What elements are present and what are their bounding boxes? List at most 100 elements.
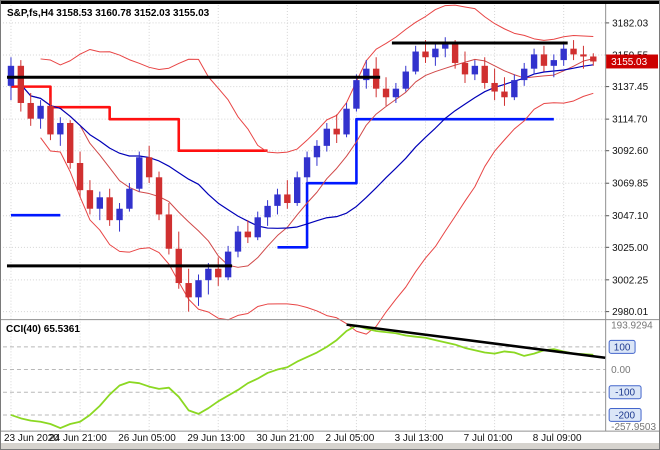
candle <box>382 77 390 106</box>
candle <box>323 122 330 152</box>
candle <box>481 57 488 89</box>
price-scale-layer: 3182.033159.553137.453114.703092.603069.… <box>605 18 659 318</box>
separators <box>1 3 659 432</box>
candle <box>264 200 271 226</box>
candle <box>333 114 340 143</box>
candle <box>195 274 202 306</box>
svg-text:3137.45: 3137.45 <box>612 82 648 93</box>
cci-level-chip: -100 <box>608 385 642 400</box>
grid-layer <box>2 4 606 431</box>
svg-text:3114.70: 3114.70 <box>612 115 648 126</box>
svg-text:7 Jul 01:00: 7 Jul 01:00 <box>464 433 513 444</box>
candle <box>165 203 173 255</box>
svg-text:23 Jun 2020: 23 Jun 2020 <box>4 433 59 444</box>
candle <box>294 171 301 206</box>
candle <box>215 257 222 286</box>
svg-text:3002.25: 3002.25 <box>612 275 648 286</box>
candle <box>550 54 558 78</box>
svg-text:-200: -200 <box>615 410 635 421</box>
current-price-badge: 3155.03 <box>606 54 659 69</box>
candle <box>205 263 212 295</box>
candle <box>106 188 113 226</box>
candle <box>136 151 143 192</box>
candle <box>126 183 133 212</box>
svg-text:29 Jun 13:00: 29 Jun 13:00 <box>187 433 245 444</box>
svg-text:30 Jun 21:00: 30 Jun 21:00 <box>256 433 314 444</box>
svg-text:-257.9503: -257.9503 <box>611 422 656 433</box>
svg-text:3 Jul 13:00: 3 Jul 13:00 <box>395 433 444 444</box>
candle <box>560 42 567 66</box>
candle <box>412 45 419 75</box>
candle <box>580 45 587 69</box>
candle <box>343 102 350 138</box>
candle <box>244 220 252 244</box>
candle <box>353 74 360 112</box>
cci-level-chip: -200 <box>608 407 642 422</box>
step-lines-layer <box>10 85 554 249</box>
svg-text:3047.10: 3047.10 <box>612 211 648 222</box>
svg-text:-100: -100 <box>615 388 635 399</box>
svg-text:26 Jun 05:00: 26 Jun 05:00 <box>118 433 176 444</box>
svg-text:193.9294: 193.9294 <box>611 321 653 332</box>
candle <box>17 60 25 112</box>
candle <box>540 45 548 72</box>
candle <box>76 151 84 198</box>
svg-text:0.00: 0.00 <box>611 365 631 376</box>
candle <box>66 120 74 169</box>
candle <box>96 191 103 221</box>
svg-text:3155.03: 3155.03 <box>611 57 647 68</box>
candle <box>402 65 409 92</box>
time-scale[interactable] <box>1 431 659 443</box>
cci-trendline[interactable] <box>346 323 606 359</box>
candle <box>432 42 439 66</box>
candle <box>234 225 242 258</box>
candle <box>313 140 321 166</box>
candle <box>47 97 54 141</box>
candle <box>501 77 508 106</box>
cci-layer: 193.9294 0.00 -257.9503 100 -100 -200 <box>10 321 656 433</box>
candle <box>491 68 498 101</box>
candle <box>521 62 528 86</box>
candle <box>57 117 64 146</box>
bands-layer <box>20 4 594 335</box>
candle <box>254 211 261 241</box>
candle <box>116 203 123 232</box>
candle <box>363 60 370 89</box>
candle <box>27 92 34 126</box>
time-scale-layer: 23 Jun 202024 Jun 21:00 26 Jun 05:00 29 Ju… <box>4 433 582 444</box>
candle <box>155 171 163 221</box>
cci-pane-area[interactable] <box>1 321 605 432</box>
candle <box>442 37 449 58</box>
candle <box>530 48 538 75</box>
candle <box>37 100 44 129</box>
candle <box>185 268 192 312</box>
svg-text:3182.03: 3182.03 <box>612 18 648 29</box>
svg-text:3025.00: 3025.00 <box>612 243 648 254</box>
candle <box>274 188 281 215</box>
candle <box>284 180 291 209</box>
trendlines-layer <box>6 41 568 268</box>
svg-text:3069.85: 3069.85 <box>612 179 648 190</box>
candle <box>303 151 311 184</box>
svg-text:3092.60: 3092.60 <box>612 146 648 157</box>
candle <box>461 51 469 83</box>
candle <box>471 60 479 81</box>
candle <box>511 74 518 101</box>
candle <box>451 40 459 69</box>
candle <box>590 53 597 66</box>
candles-layer <box>7 37 597 312</box>
candle <box>86 180 94 215</box>
price-scale[interactable] <box>606 4 659 431</box>
svg-text:100: 100 <box>614 342 631 353</box>
cci-level-chip: 100 <box>608 339 636 354</box>
svg-text:2 Jul 05:00: 2 Jul 05:00 <box>326 433 375 444</box>
candle <box>145 145 153 184</box>
svg-text:2980.01: 2980.01 <box>612 307 648 318</box>
candle <box>392 82 400 103</box>
svg-text:8 Jul 09:00: 8 Jul 09:00 <box>533 433 582 444</box>
main-chart-area[interactable] <box>1 4 605 320</box>
candle <box>570 40 577 61</box>
